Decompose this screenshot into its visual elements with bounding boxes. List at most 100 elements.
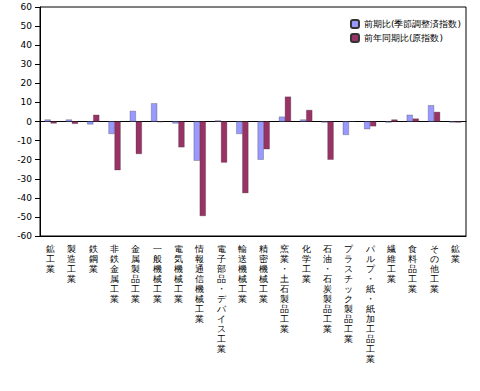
svg-text:の: の [430,254,439,264]
svg-text:業: 業 [430,284,439,294]
svg-text:精: 精 [259,244,268,254]
svg-text:業: 業 [387,274,396,284]
svg-text:業: 業 [408,284,417,294]
svg-text:製: 製 [280,294,289,304]
svg-text:品: 品 [366,334,375,344]
svg-text:工: 工 [323,314,332,324]
svg-text:工: 工 [430,274,439,284]
svg-text:業: 業 [153,294,162,304]
svg-text:工: 工 [67,264,76,274]
svg-text:前期比(季節調整済指数): 前期比(季節調整済指数) [364,19,461,29]
svg-text:工: 工 [408,274,417,284]
svg-text:工: 工 [153,284,162,294]
svg-text:・: ・ [280,264,289,274]
svg-text:械: 械 [195,294,204,304]
svg-text:業: 業 [195,314,204,324]
svg-text:業: 業 [323,324,332,334]
svg-text:学: 学 [302,254,311,264]
svg-text:50: 50 [21,21,33,31]
svg-text:工: 工 [238,284,247,294]
svg-text:石: 石 [323,244,332,254]
svg-text:鉱: 鉱 [451,244,460,254]
svg-text:通: 通 [195,264,204,274]
svg-text:械: 械 [238,274,247,284]
svg-text:送: 送 [238,254,247,264]
svg-text:工: 工 [302,264,311,274]
svg-text:-10: -10 [17,136,32,146]
svg-text:チ: チ [344,274,353,284]
svg-text:品: 品 [408,264,417,274]
svg-text:0: 0 [26,117,32,127]
svg-text:維: 維 [386,254,396,264]
svg-text:金: 金 [131,244,140,254]
svg-text:機: 機 [174,264,183,274]
svg-text:・: ・ [366,274,375,284]
svg-text:炭: 炭 [323,284,332,294]
svg-text:石: 石 [280,284,289,294]
svg-text:-30: -30 [17,174,32,184]
svg-text:子: 子 [217,254,226,264]
svg-text:工: 工 [217,334,226,344]
svg-text:電: 電 [217,244,226,254]
svg-text:品: 品 [131,274,140,284]
svg-text:繊: 繊 [386,244,396,254]
svg-text:機: 機 [195,284,204,294]
svg-text:プ: プ [344,244,354,254]
svg-text:紙: 紙 [366,284,375,294]
svg-text:製: 製 [344,304,353,314]
svg-text:金: 金 [110,264,119,274]
svg-text:気: 気 [174,254,183,264]
svg-text:属: 属 [110,274,119,284]
svg-text:業: 業 [302,274,311,284]
svg-text:工: 工 [366,344,375,354]
svg-text:加: 加 [366,314,375,324]
svg-text:20: 20 [21,78,33,88]
svg-text:部: 部 [217,264,226,274]
svg-text:輸: 輸 [238,244,247,254]
svg-text:鉱: 鉱 [46,244,55,254]
svg-text:業: 業 [46,264,55,274]
svg-text:業: 業 [344,334,353,344]
svg-text:デ: デ [217,294,227,304]
svg-text:-60: -60 [17,231,32,241]
svg-text:般: 般 [153,254,162,264]
svg-text:ッ: ッ [344,284,353,294]
svg-text:品: 品 [323,304,332,314]
svg-text:業: 業 [89,264,98,274]
svg-text:品: 品 [280,304,289,314]
svg-text:一: 一 [153,244,162,254]
svg-text:油: 油 [323,254,332,264]
svg-text:業: 業 [280,324,289,334]
svg-text:石: 石 [323,274,332,284]
svg-text:30: 30 [21,59,33,69]
svg-text:工: 工 [280,314,289,324]
svg-text:品: 品 [217,274,226,284]
svg-text:業: 業 [67,274,76,284]
svg-text:報: 報 [195,254,204,264]
svg-text:・: ・ [366,294,375,304]
svg-text:信: 信 [195,274,204,284]
svg-text:土: 土 [280,274,289,284]
svg-text:械: 械 [259,274,268,284]
svg-text:業: 業 [131,294,140,304]
svg-text:プ: プ [366,264,376,274]
svg-text:40: 40 [21,40,33,50]
svg-text:料: 料 [408,254,417,264]
svg-text:業: 業 [451,254,460,264]
svg-text:-50: -50 [17,212,32,222]
svg-text:製: 製 [67,244,76,254]
svg-text:機: 機 [153,264,162,274]
svg-text:紙: 紙 [366,304,375,314]
svg-text:非: 非 [110,244,119,254]
svg-text:-40: -40 [17,193,32,203]
svg-text:他: 他 [430,264,439,274]
svg-text:そ: そ [430,244,439,254]
svg-text:製: 製 [131,264,140,274]
svg-text:械: 械 [153,274,162,284]
svg-text:械: 械 [174,274,183,284]
svg-text:食: 食 [408,244,417,254]
svg-text:前年同期比(原指数): 前年同期比(原指数) [364,33,443,43]
svg-text:情: 情 [194,244,204,254]
svg-text:・: ・ [323,264,332,274]
svg-text:ス: ス [344,264,353,274]
